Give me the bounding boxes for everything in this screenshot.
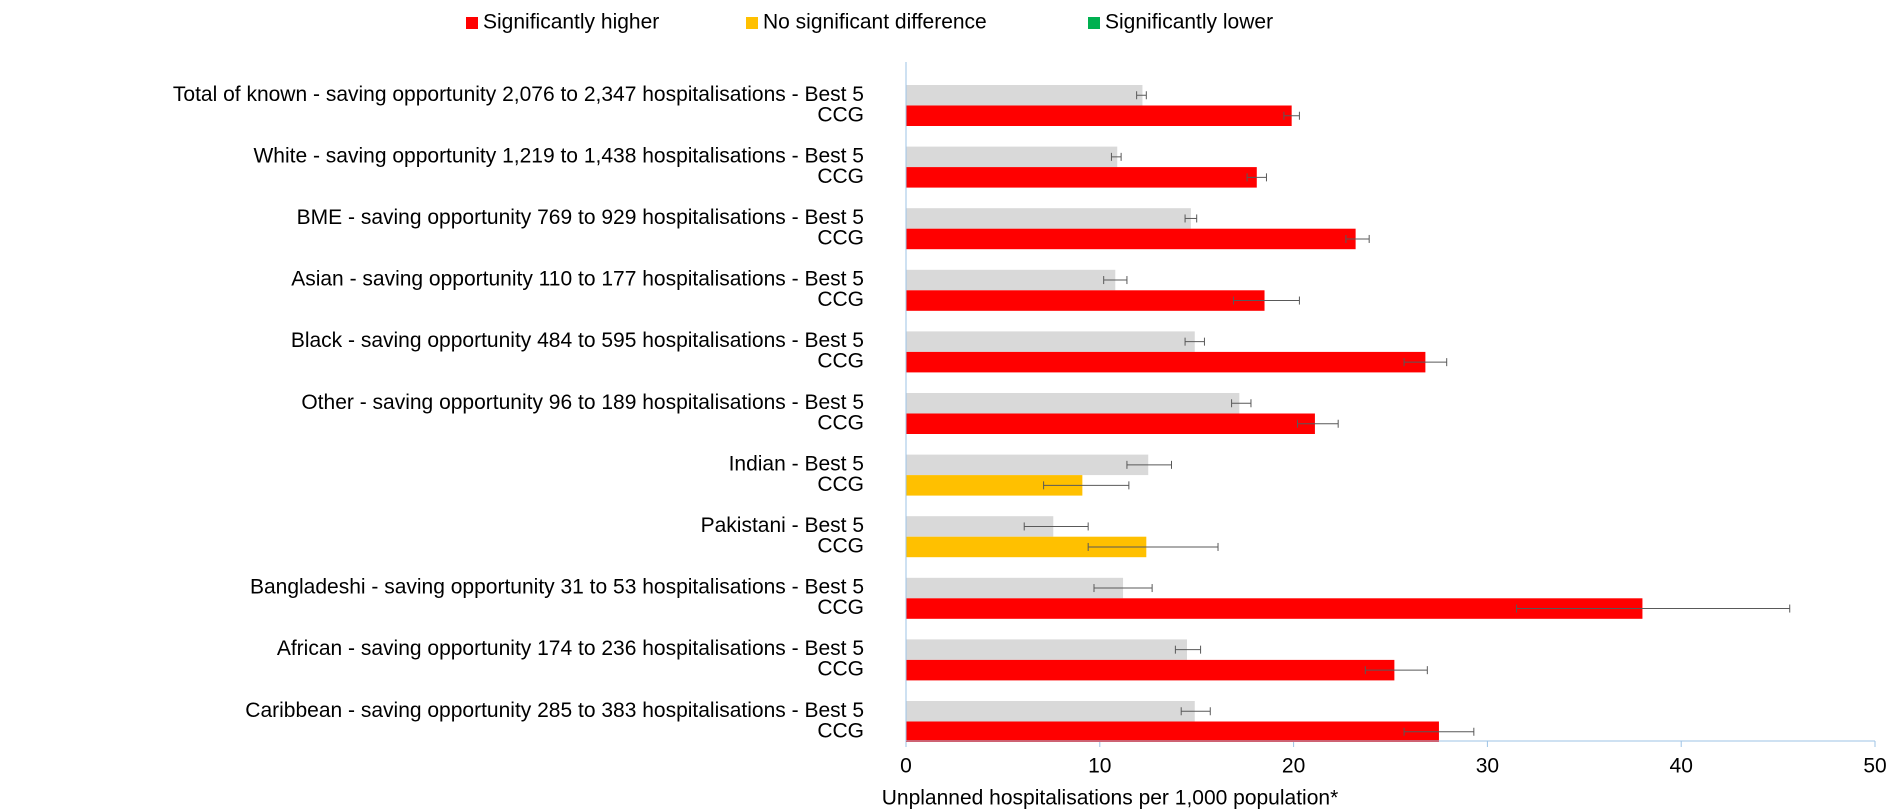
error-bar	[1364, 666, 1428, 675]
bar	[906, 146, 1118, 168]
y-tick-label: CCG	[817, 288, 864, 311]
bar	[906, 269, 1116, 291]
y-tick-label: CCG	[817, 411, 864, 434]
y-tick-label: CCG	[817, 103, 864, 126]
x-tick-label: 0	[900, 755, 912, 778]
error-bar	[1403, 358, 1448, 367]
y-tick-label: Black - saving opportunity 484 to 595 ho…	[291, 329, 864, 352]
error-bar	[1087, 542, 1219, 551]
bar	[906, 577, 1124, 599]
error-bar	[1043, 481, 1130, 490]
y-tick-label: CCG	[817, 596, 864, 619]
legend-swatch	[466, 17, 478, 29]
error-bar	[1174, 645, 1202, 654]
error-bar	[1180, 707, 1211, 716]
legend-label: Significantly higher	[483, 11, 659, 34]
y-tick-label: Asian - saving opportunity 110 to 177 ho…	[291, 268, 864, 291]
y-tick-label: Other - saving opportunity 96 to 189 hos…	[301, 391, 864, 414]
error-bar	[1184, 337, 1205, 346]
bar	[906, 351, 1426, 373]
bar	[906, 331, 1195, 352]
bar	[906, 516, 1054, 537]
error-bar	[1515, 604, 1791, 613]
error-bar	[1283, 111, 1300, 120]
y-tick-label: Pakistani - Best 5	[701, 514, 864, 537]
error-bar	[1110, 152, 1122, 161]
error-bar	[1233, 296, 1300, 305]
legend-label: Significantly lower	[1105, 11, 1273, 34]
legend-swatch	[746, 17, 758, 29]
x-tick-label: 20	[1282, 755, 1305, 778]
x-tick-label: 10	[1088, 755, 1111, 778]
bar	[906, 659, 1395, 681]
y-tick-label: African - saving opportunity 174 to 236 …	[277, 637, 864, 660]
bar	[906, 208, 1191, 229]
error-bar	[1296, 419, 1339, 428]
y-tick-label: BME - saving opportunity 769 to 929 hosp…	[297, 206, 864, 229]
bar	[906, 393, 1240, 414]
error-bar	[1246, 173, 1267, 182]
error-bar	[1345, 234, 1370, 243]
y-tick-label: CCG	[817, 226, 864, 249]
x-tick-label: 50	[1863, 755, 1886, 778]
x-axis-label: Unplanned hospitalisations per 1,000 pop…	[882, 787, 1339, 810]
error-bar	[1403, 727, 1475, 736]
y-tick-label: CCG	[817, 473, 864, 496]
error-bar	[1023, 522, 1089, 531]
bar	[906, 105, 1292, 126]
y-tick-label: CCG	[817, 165, 864, 188]
bar	[906, 475, 1083, 496]
y-tick-label: CCG	[817, 658, 864, 681]
x-tick-label: 30	[1476, 755, 1499, 778]
bar	[906, 701, 1195, 722]
bar	[906, 228, 1356, 250]
bar	[906, 536, 1147, 558]
y-tick-label: Caribbean - saving opportunity 285 to 38…	[245, 699, 864, 722]
y-tick-label: CCG	[817, 534, 864, 557]
x-tick-label: 40	[1670, 755, 1693, 778]
bar	[906, 639, 1188, 660]
error-bar	[1231, 399, 1252, 408]
y-tick-label: Total of known - saving opportunity 2,07…	[173, 83, 864, 106]
y-tick-label: White - saving opportunity 1,219 to 1,43…	[253, 144, 864, 167]
y-tick-label: Bangladeshi - saving opportunity 31 to 5…	[250, 576, 864, 599]
error-bar	[1103, 276, 1128, 285]
bar	[906, 85, 1143, 106]
error-bar	[1136, 91, 1147, 100]
error-bar	[1093, 584, 1153, 593]
y-tick-label: CCG	[817, 350, 864, 373]
bar	[906, 413, 1315, 434]
y-tick-label: CCG	[817, 719, 864, 742]
bar	[906, 290, 1265, 311]
bar	[906, 454, 1149, 476]
error-bar	[1126, 460, 1173, 469]
legend-label: No significant difference	[763, 11, 987, 34]
bar	[906, 721, 1439, 742]
y-tick-label: Indian - Best 5	[729, 452, 864, 475]
error-bar	[1184, 214, 1198, 223]
bar	[906, 598, 1643, 619]
legend-swatch	[1088, 17, 1100, 29]
bar	[906, 167, 1257, 188]
